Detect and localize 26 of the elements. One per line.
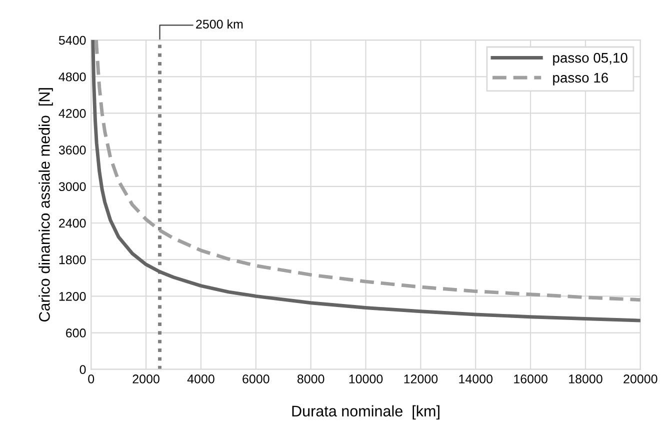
x-tick-label: 6000 bbox=[242, 374, 270, 384]
y-axis-title: Carico dinamico assiale medio [N] bbox=[38, 88, 53, 322]
legend-label: passo 16 bbox=[553, 72, 608, 86]
x-axis-title: Durata nominale [km] bbox=[292, 405, 440, 420]
x-tick-label: 18000 bbox=[569, 374, 602, 384]
x-tick-label: 4000 bbox=[187, 374, 214, 384]
y-tick-label: 0 bbox=[80, 365, 86, 374]
x-tick-label: 8000 bbox=[297, 374, 324, 384]
x-tick-label: 14000 bbox=[459, 374, 492, 384]
x-tick-label: 12000 bbox=[404, 374, 438, 384]
x-tick-label: 2000 bbox=[132, 374, 160, 384]
y-tick-label: 5400 bbox=[58, 36, 86, 45]
y-tick-label: 4200 bbox=[58, 109, 86, 118]
y-tick-label: 1200 bbox=[59, 292, 86, 301]
y-tick-label: 4800 bbox=[58, 72, 86, 82]
y-tick-label: 3600 bbox=[58, 146, 86, 154]
x-tick-label: 16000 bbox=[514, 374, 548, 384]
x-tick-label: 10000 bbox=[349, 374, 383, 384]
legend-label: passo 05,10 bbox=[553, 52, 628, 66]
x-tick-label: 0 bbox=[88, 374, 94, 384]
y-tick-label: 3000 bbox=[58, 182, 86, 192]
x-tick-label: 20000 bbox=[624, 374, 658, 384]
ref-line-label: 2500 km bbox=[196, 19, 243, 29]
y-tick-label: 2400 bbox=[59, 218, 86, 228]
y-tick-label: 600 bbox=[66, 328, 86, 338]
y-tick-label: 1800 bbox=[59, 255, 86, 264]
